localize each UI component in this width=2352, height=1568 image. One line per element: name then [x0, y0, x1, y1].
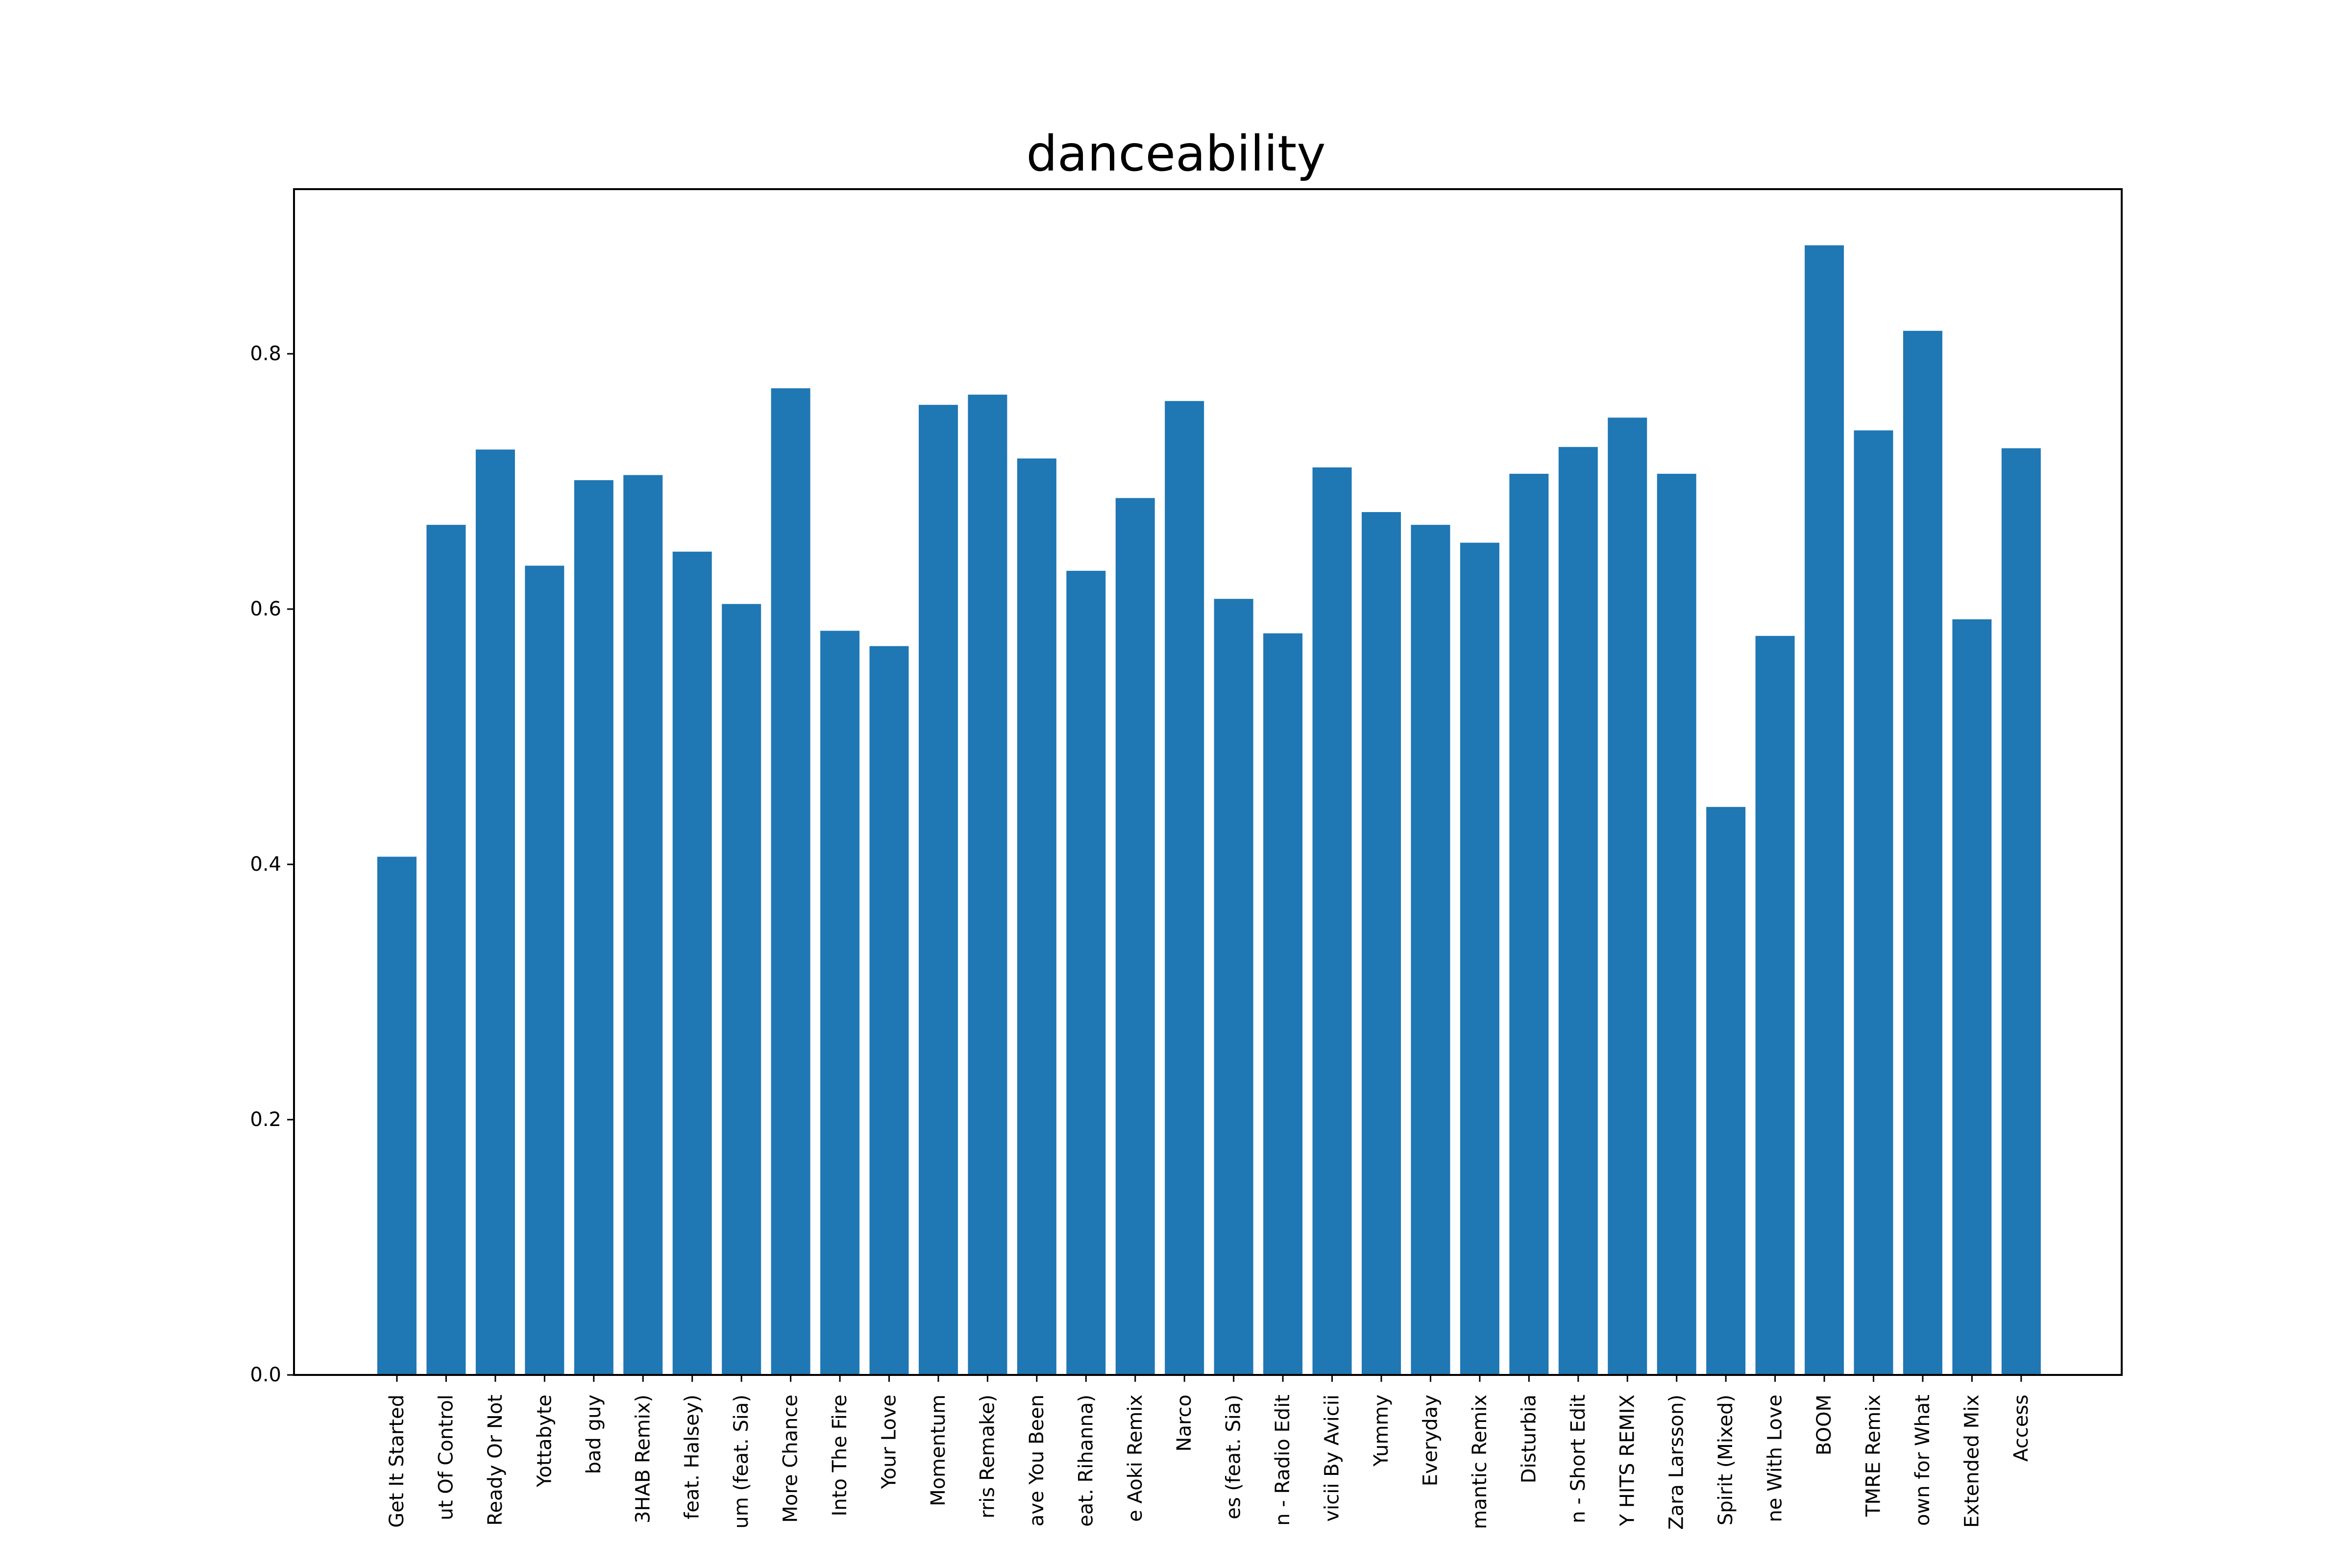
x-tick-label: n - Radio Edit: [1272, 1395, 1294, 1526]
x-tick-label: ut Of Control: [435, 1395, 457, 1520]
x-tick-label: Your Love: [878, 1395, 901, 1489]
bar: [1509, 473, 1549, 1375]
bar: [1854, 430, 1893, 1375]
x-tick-label: n - Short Edit: [1567, 1395, 1590, 1523]
bar: [1755, 636, 1795, 1375]
x-tick-label: ave You Been: [1026, 1395, 1048, 1526]
x-tick-label: 3HAB Remix): [632, 1395, 654, 1523]
x-tick-label: rris Remake): [976, 1395, 999, 1519]
bar: [1017, 458, 1056, 1375]
bar: [1805, 245, 1844, 1375]
bar: [574, 480, 613, 1375]
x-tick-label: es (feat. Sia): [1223, 1395, 1245, 1519]
chart-title: danceability: [1026, 125, 1325, 182]
x-tick-label: Disturbia: [1518, 1395, 1540, 1483]
bar: [475, 449, 515, 1375]
x-tick-label: vicii By Avicii: [1321, 1395, 1344, 1522]
bar: [968, 394, 1007, 1375]
bar: [1066, 570, 1106, 1375]
y-tick-label: 0.4: [250, 853, 281, 876]
x-tick-label: Narco: [1173, 1395, 1196, 1451]
bar: [672, 551, 712, 1375]
bar: [2001, 448, 2041, 1375]
y-tick-label: 0.2: [250, 1108, 281, 1131]
bar: [1608, 417, 1647, 1375]
bar: [771, 388, 810, 1375]
bar: [1903, 331, 1942, 1375]
x-tick-label: Y HITS REMIX: [1616, 1395, 1639, 1526]
bar: [1460, 542, 1499, 1375]
bars-layer: [377, 245, 2041, 1375]
bar: [1214, 599, 1253, 1375]
x-tick-label: Spirit (Mixed): [1715, 1395, 1737, 1525]
bar: [1952, 619, 1992, 1375]
x-tick-label: mantic Remix: [1469, 1395, 1491, 1529]
bar: [525, 565, 564, 1375]
y-tick-label: 0.6: [250, 598, 281, 620]
x-tick-label: own for What: [1911, 1395, 1934, 1526]
x-tick-label: Get It Started: [386, 1395, 408, 1528]
bar: [1706, 807, 1746, 1375]
y-tick-label: 0.8: [250, 343, 281, 365]
x-tick-label: BOOM: [1813, 1395, 1836, 1455]
x-tick-label: bad guy: [583, 1395, 605, 1474]
x-tick-label: More Chance: [780, 1395, 802, 1523]
x-tick-label: feat. Halsey): [681, 1395, 704, 1519]
bar: [1312, 467, 1352, 1375]
x-tick-label: um (feat. Sia): [730, 1395, 753, 1529]
x-tick-label: Access: [2010, 1395, 2033, 1462]
bar: [377, 857, 416, 1375]
y-tick-label: 0.0: [250, 1364, 281, 1386]
x-tick-label: Ready Or Not: [484, 1395, 507, 1526]
bar: [1263, 633, 1303, 1375]
x-tick-label: e Aoki Remix: [1124, 1395, 1147, 1522]
plot-frame: [293, 188, 2123, 1376]
x-tick-label: Momentum: [927, 1395, 950, 1506]
x-axis: Get It Started ut Of Control Ready Or Not Y…: [386, 1375, 2033, 1530]
bar: [426, 525, 466, 1375]
x-tick-label: Everyday: [1419, 1395, 1442, 1486]
bar: [1411, 525, 1450, 1375]
bar: [1165, 401, 1204, 1375]
bar: [869, 646, 909, 1375]
bar: [623, 475, 663, 1375]
x-tick-label: Zara Larsson): [1666, 1395, 1688, 1530]
x-tick-label: Yottabyte: [533, 1395, 556, 1488]
y-axis: 0.0 0.2 0.4 0.6 0.8: [250, 343, 294, 1386]
bar: [820, 631, 860, 1375]
bar: [1362, 512, 1401, 1375]
x-tick-label: ne With Love: [1764, 1395, 1787, 1522]
bar: [1115, 498, 1155, 1375]
x-tick-label: Into The Fire: [829, 1395, 851, 1517]
bar: [1558, 447, 1598, 1375]
x-tick-label: TMRE Remix: [1862, 1395, 1885, 1517]
x-tick-label: Extended Mix: [1960, 1395, 1983, 1528]
x-tick-label: Yummy: [1370, 1395, 1393, 1467]
bar: [1657, 473, 1696, 1375]
bar: [918, 405, 958, 1375]
bar: [722, 604, 761, 1375]
x-tick-label: eat. Rihanna): [1075, 1395, 1097, 1527]
